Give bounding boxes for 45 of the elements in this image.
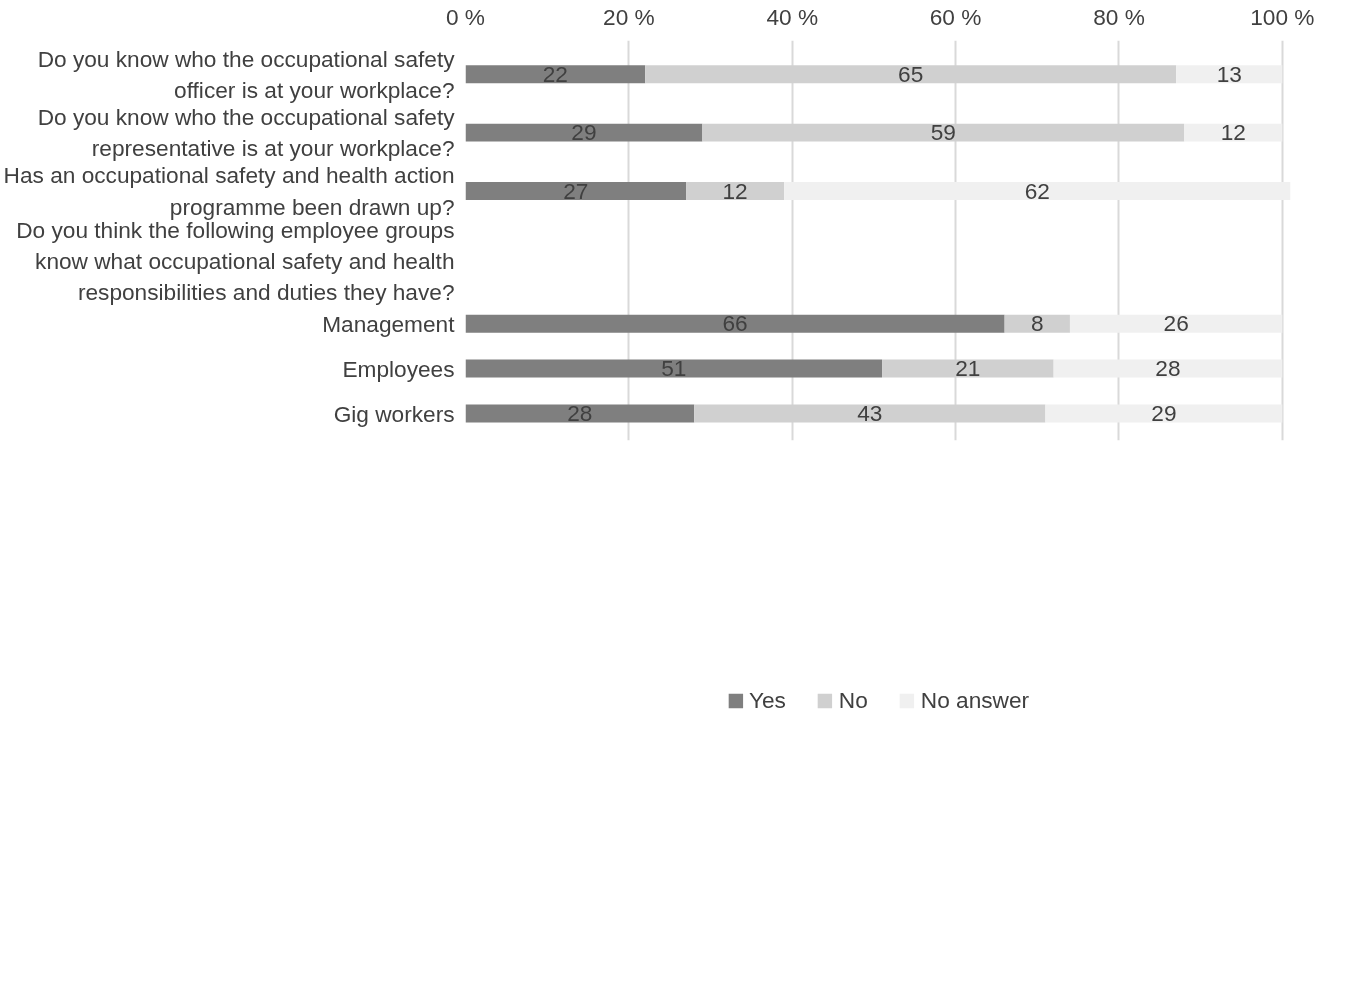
bar: [1053, 359, 1283, 378]
bar: [1184, 123, 1283, 142]
legend-label: Yes: [748, 686, 786, 714]
data-label: 62: [1024, 177, 1050, 204]
bar: [465, 182, 687, 201]
y-tick-label: Employees: [342, 355, 455, 382]
y-tick-label: Do you know who the occupational safety representative is at your workplace?: [37, 104, 456, 162]
x-tick-label: 20 %: [603, 3, 655, 30]
y-tick-label: Gig workers: [333, 400, 455, 427]
data-label: 51: [661, 355, 687, 382]
data-label: 43: [857, 400, 883, 427]
x-tick-label: 100 %: [1250, 3, 1315, 30]
bar: [465, 359, 883, 378]
y-tick-label: Has an occupational safety and health action programme been drawn up?: [3, 162, 455, 220]
data-label: 13: [1216, 60, 1242, 87]
data-label: 27: [563, 177, 589, 204]
data-label: 65: [898, 60, 924, 87]
legend-label: No answer: [920, 686, 1030, 714]
data-label: 29: [1151, 400, 1177, 427]
x-tick-label: 60 %: [929, 3, 982, 30]
data-label: 21: [955, 355, 981, 382]
bar: [882, 359, 1054, 378]
x-tick-label: 40 %: [766, 3, 819, 30]
data-label: 22: [542, 60, 568, 87]
bar: [686, 182, 785, 201]
bar: [465, 123, 703, 142]
y-tick-label: Do you know who the occupational safety officer is at your workplace?: [37, 45, 456, 103]
legend-label: No: [838, 686, 868, 714]
data-label: 12: [1220, 119, 1246, 146]
bar: [465, 65, 646, 84]
x-tick-label: 0 %: [445, 3, 486, 30]
data-label: 26: [1163, 310, 1189, 337]
data-label: 28: [567, 400, 593, 427]
x-tick-label: 80 %: [1093, 3, 1145, 30]
bar: [784, 182, 1291, 201]
bar: [702, 123, 1185, 142]
data-label: 59: [930, 119, 956, 146]
bar: [645, 65, 1177, 84]
data-label: 12: [722, 177, 748, 204]
data-label: 66: [722, 310, 748, 337]
y-tick-label: Management: [322, 310, 456, 337]
data-label: 28: [1155, 355, 1181, 382]
bar: [1176, 65, 1283, 84]
data-label: 8: [1030, 310, 1044, 337]
data-label: 29: [571, 119, 597, 146]
